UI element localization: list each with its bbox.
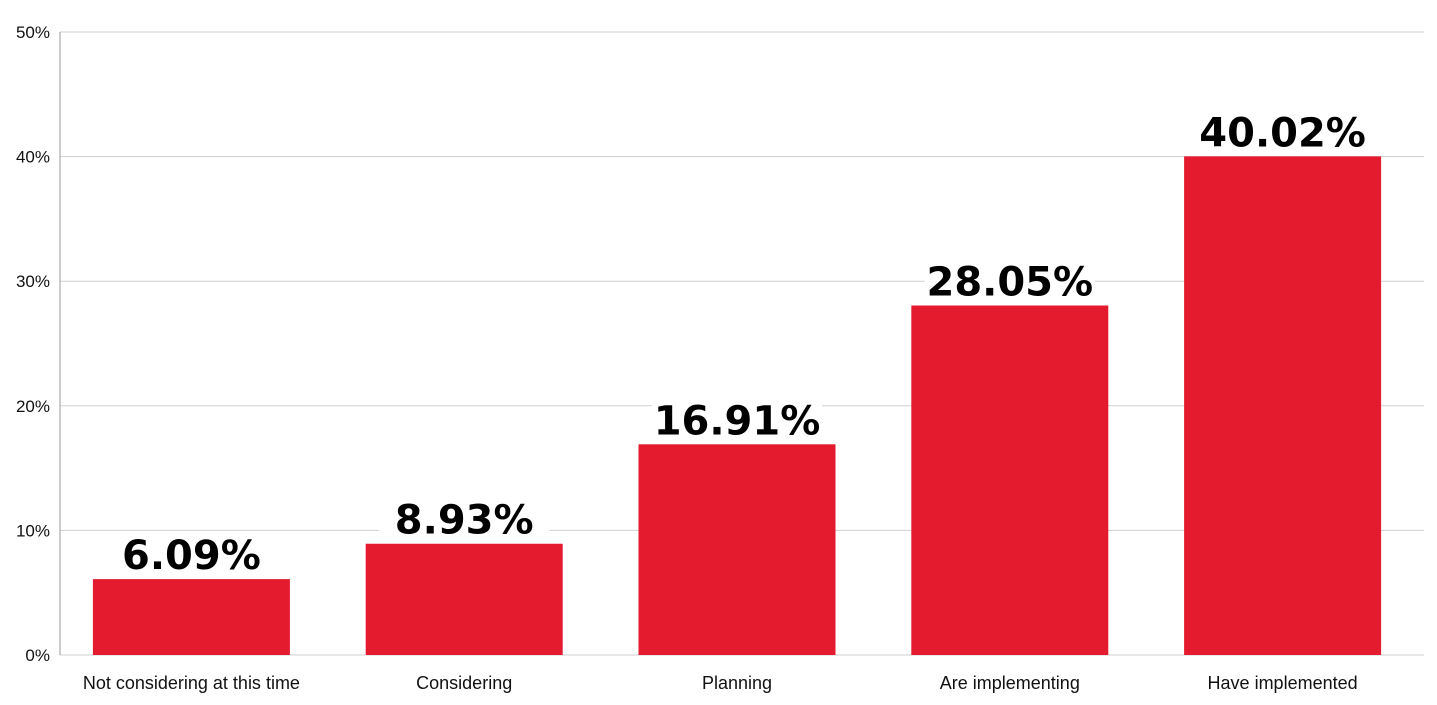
data-label-background [652, 396, 822, 443]
x-category-label: Planning [702, 673, 772, 693]
data-label: 40.02% [1199, 110, 1366, 156]
bar [638, 444, 836, 655]
bar [365, 543, 563, 655]
bar [92, 579, 290, 655]
y-tick-label: 20% [16, 397, 50, 416]
y-tick-label: 40% [16, 148, 50, 167]
y-tick-label: 30% [16, 272, 50, 291]
y-axis-ticks: 0% 10% 20% 30% 40% 50% [16, 23, 50, 665]
x-category-label: Are implementing [940, 673, 1080, 693]
y-tick-label: 50% [16, 23, 50, 42]
bars [92, 156, 1382, 655]
data-label: 16.91% [654, 398, 821, 444]
data-label: 8.93% [395, 498, 534, 544]
data-label-background [106, 531, 277, 578]
y-tick-label: 10% [16, 521, 50, 540]
x-category-label: Considering [416, 673, 512, 693]
bar [911, 305, 1109, 655]
x-category-label: Not considering at this time [83, 673, 300, 693]
x-axis-categories: Not considering at this time Considering P… [83, 673, 1358, 693]
y-tick-label: 0% [25, 646, 50, 665]
data-label: 28.05% [926, 259, 1093, 305]
data-label: 6.09% [122, 533, 261, 579]
data-labels: 6.09% 8.93% 16.91% 28.05% 40.02% [106, 108, 1368, 579]
data-label-background [924, 257, 1095, 304]
bar [1184, 156, 1382, 655]
data-label-background [379, 495, 550, 542]
data-label-background [1197, 108, 1368, 155]
x-category-label: Have implemented [1208, 673, 1358, 693]
